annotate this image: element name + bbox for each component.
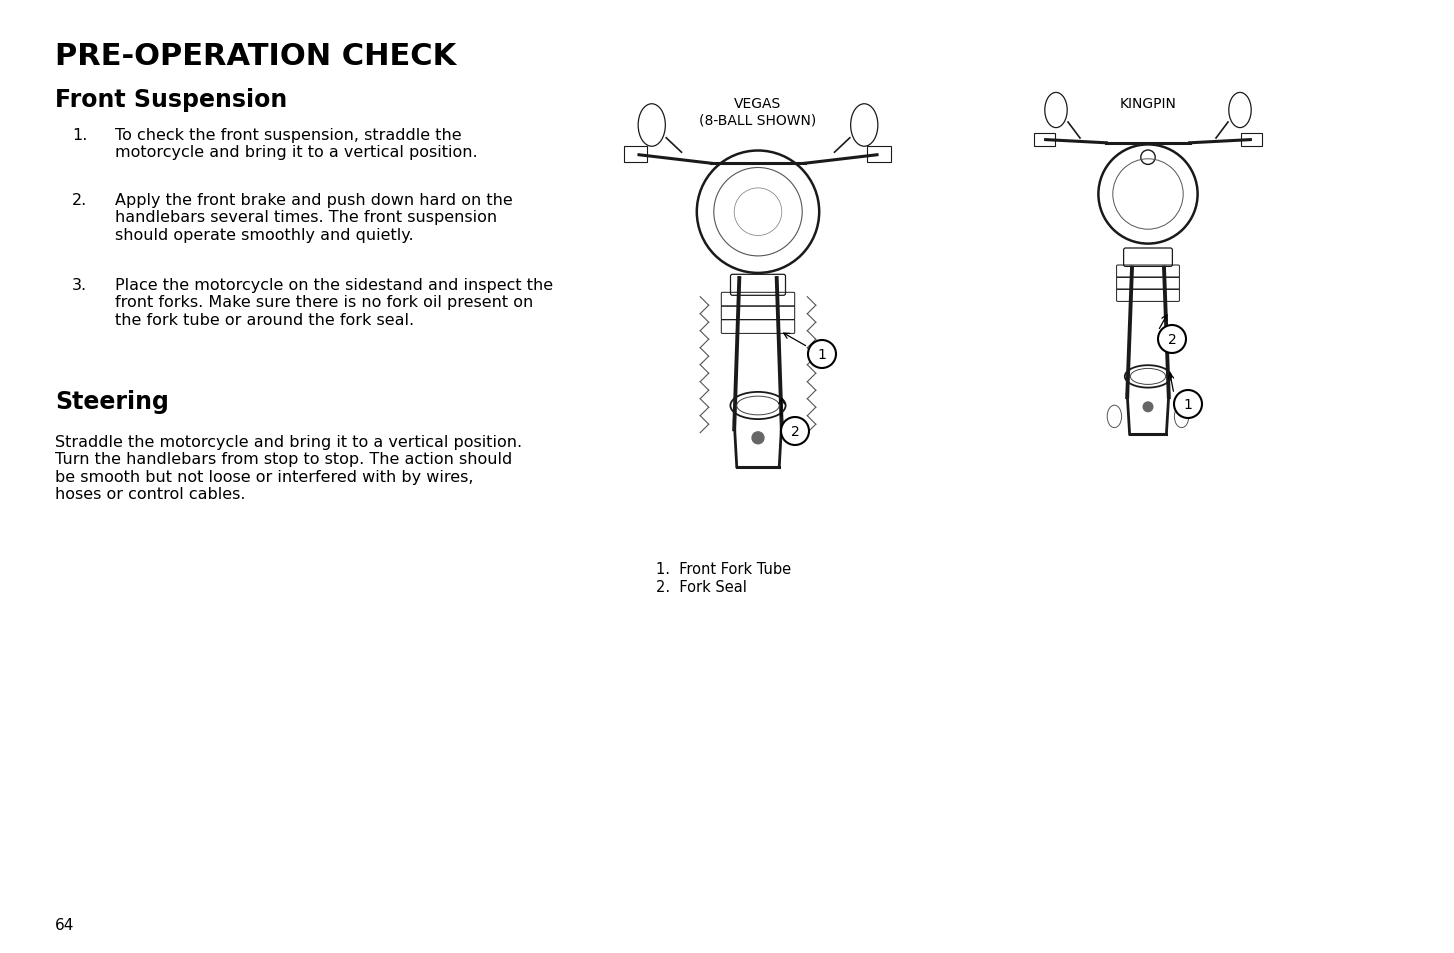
Text: 64: 64 [55, 917, 74, 932]
Text: 2: 2 [791, 424, 800, 438]
Circle shape [1173, 391, 1202, 418]
Text: PRE-OPERATION CHECK: PRE-OPERATION CHECK [55, 42, 457, 71]
Text: To check the front suspension, straddle the
motorcycle and bring it to a vertica: To check the front suspension, straddle … [115, 128, 477, 160]
Text: Front Suspension: Front Suspension [55, 88, 288, 112]
Text: 2: 2 [1168, 333, 1176, 347]
Text: 1: 1 [1184, 397, 1192, 412]
Circle shape [1157, 326, 1186, 354]
Text: 2.  Fork Seal: 2. Fork Seal [656, 579, 747, 595]
Circle shape [808, 340, 836, 369]
Bar [867, 147, 891, 162]
Circle shape [1143, 402, 1153, 412]
Text: 1.: 1. [73, 128, 87, 143]
Text: KINGPIN: KINGPIN [1120, 97, 1176, 111]
Text: Straddle the motorcycle and bring it to a vertical position.
Turn the handlebars: Straddle the motorcycle and bring it to … [55, 435, 522, 501]
Bar [1240, 134, 1262, 147]
Circle shape [752, 433, 763, 444]
Text: (8-BALL SHOWN): (8-BALL SHOWN) [699, 112, 817, 127]
Text: Apply the front brake and push down hard on the
handlebars several times. The fr: Apply the front brake and push down hard… [115, 193, 513, 243]
Text: Steering: Steering [55, 390, 169, 414]
Text: 3.: 3. [73, 277, 87, 293]
Text: VEGAS: VEGAS [734, 97, 782, 111]
Circle shape [781, 417, 808, 446]
Bar [1034, 134, 1056, 147]
Text: 1.  Front Fork Tube: 1. Front Fork Tube [656, 561, 791, 577]
Bar [624, 147, 647, 162]
Text: 1: 1 [817, 348, 826, 361]
Text: 2.: 2. [73, 193, 87, 208]
Text: Place the motorcycle on the sidestand and inspect the
front forks. Make sure the: Place the motorcycle on the sidestand an… [115, 277, 553, 328]
